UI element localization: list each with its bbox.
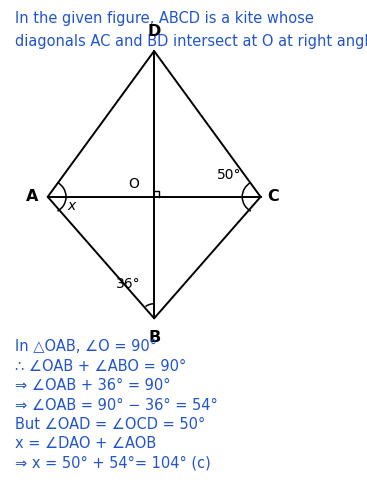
Text: In the given figure, ABCD is a kite whose: In the given figure, ABCD is a kite whos… (15, 11, 313, 26)
Text: ⇒ x = 50° + 54°= 104° (c): ⇒ x = 50° + 54°= 104° (c) (15, 456, 210, 471)
Text: x = ∠DAO + ∠AOB: x = ∠DAO + ∠AOB (15, 436, 156, 451)
Text: O: O (128, 177, 139, 191)
Text: B: B (148, 330, 160, 346)
Text: 50°: 50° (217, 168, 241, 182)
Text: diagonals AC and BD intersect at O at right angles.: diagonals AC and BD intersect at O at ri… (15, 34, 367, 49)
Text: C: C (267, 190, 279, 204)
Text: ⇒ ∠OAB + 36° = 90°: ⇒ ∠OAB + 36° = 90° (15, 378, 170, 393)
Text: 36°: 36° (116, 278, 141, 291)
Text: x: x (68, 199, 76, 212)
Text: D: D (148, 24, 161, 39)
Text: But ∠OAD = ∠OCD = 50°: But ∠OAD = ∠OCD = 50° (15, 417, 205, 432)
Text: In △OAB, ∠O = 90°: In △OAB, ∠O = 90° (15, 339, 157, 354)
Text: ∴ ∠OAB + ∠ABO = 90°: ∴ ∠OAB + ∠ABO = 90° (15, 359, 186, 374)
Text: ⇒ ∠OAB = 90° − 36° = 54°: ⇒ ∠OAB = 90° − 36° = 54° (15, 398, 217, 413)
Text: A: A (26, 190, 39, 204)
